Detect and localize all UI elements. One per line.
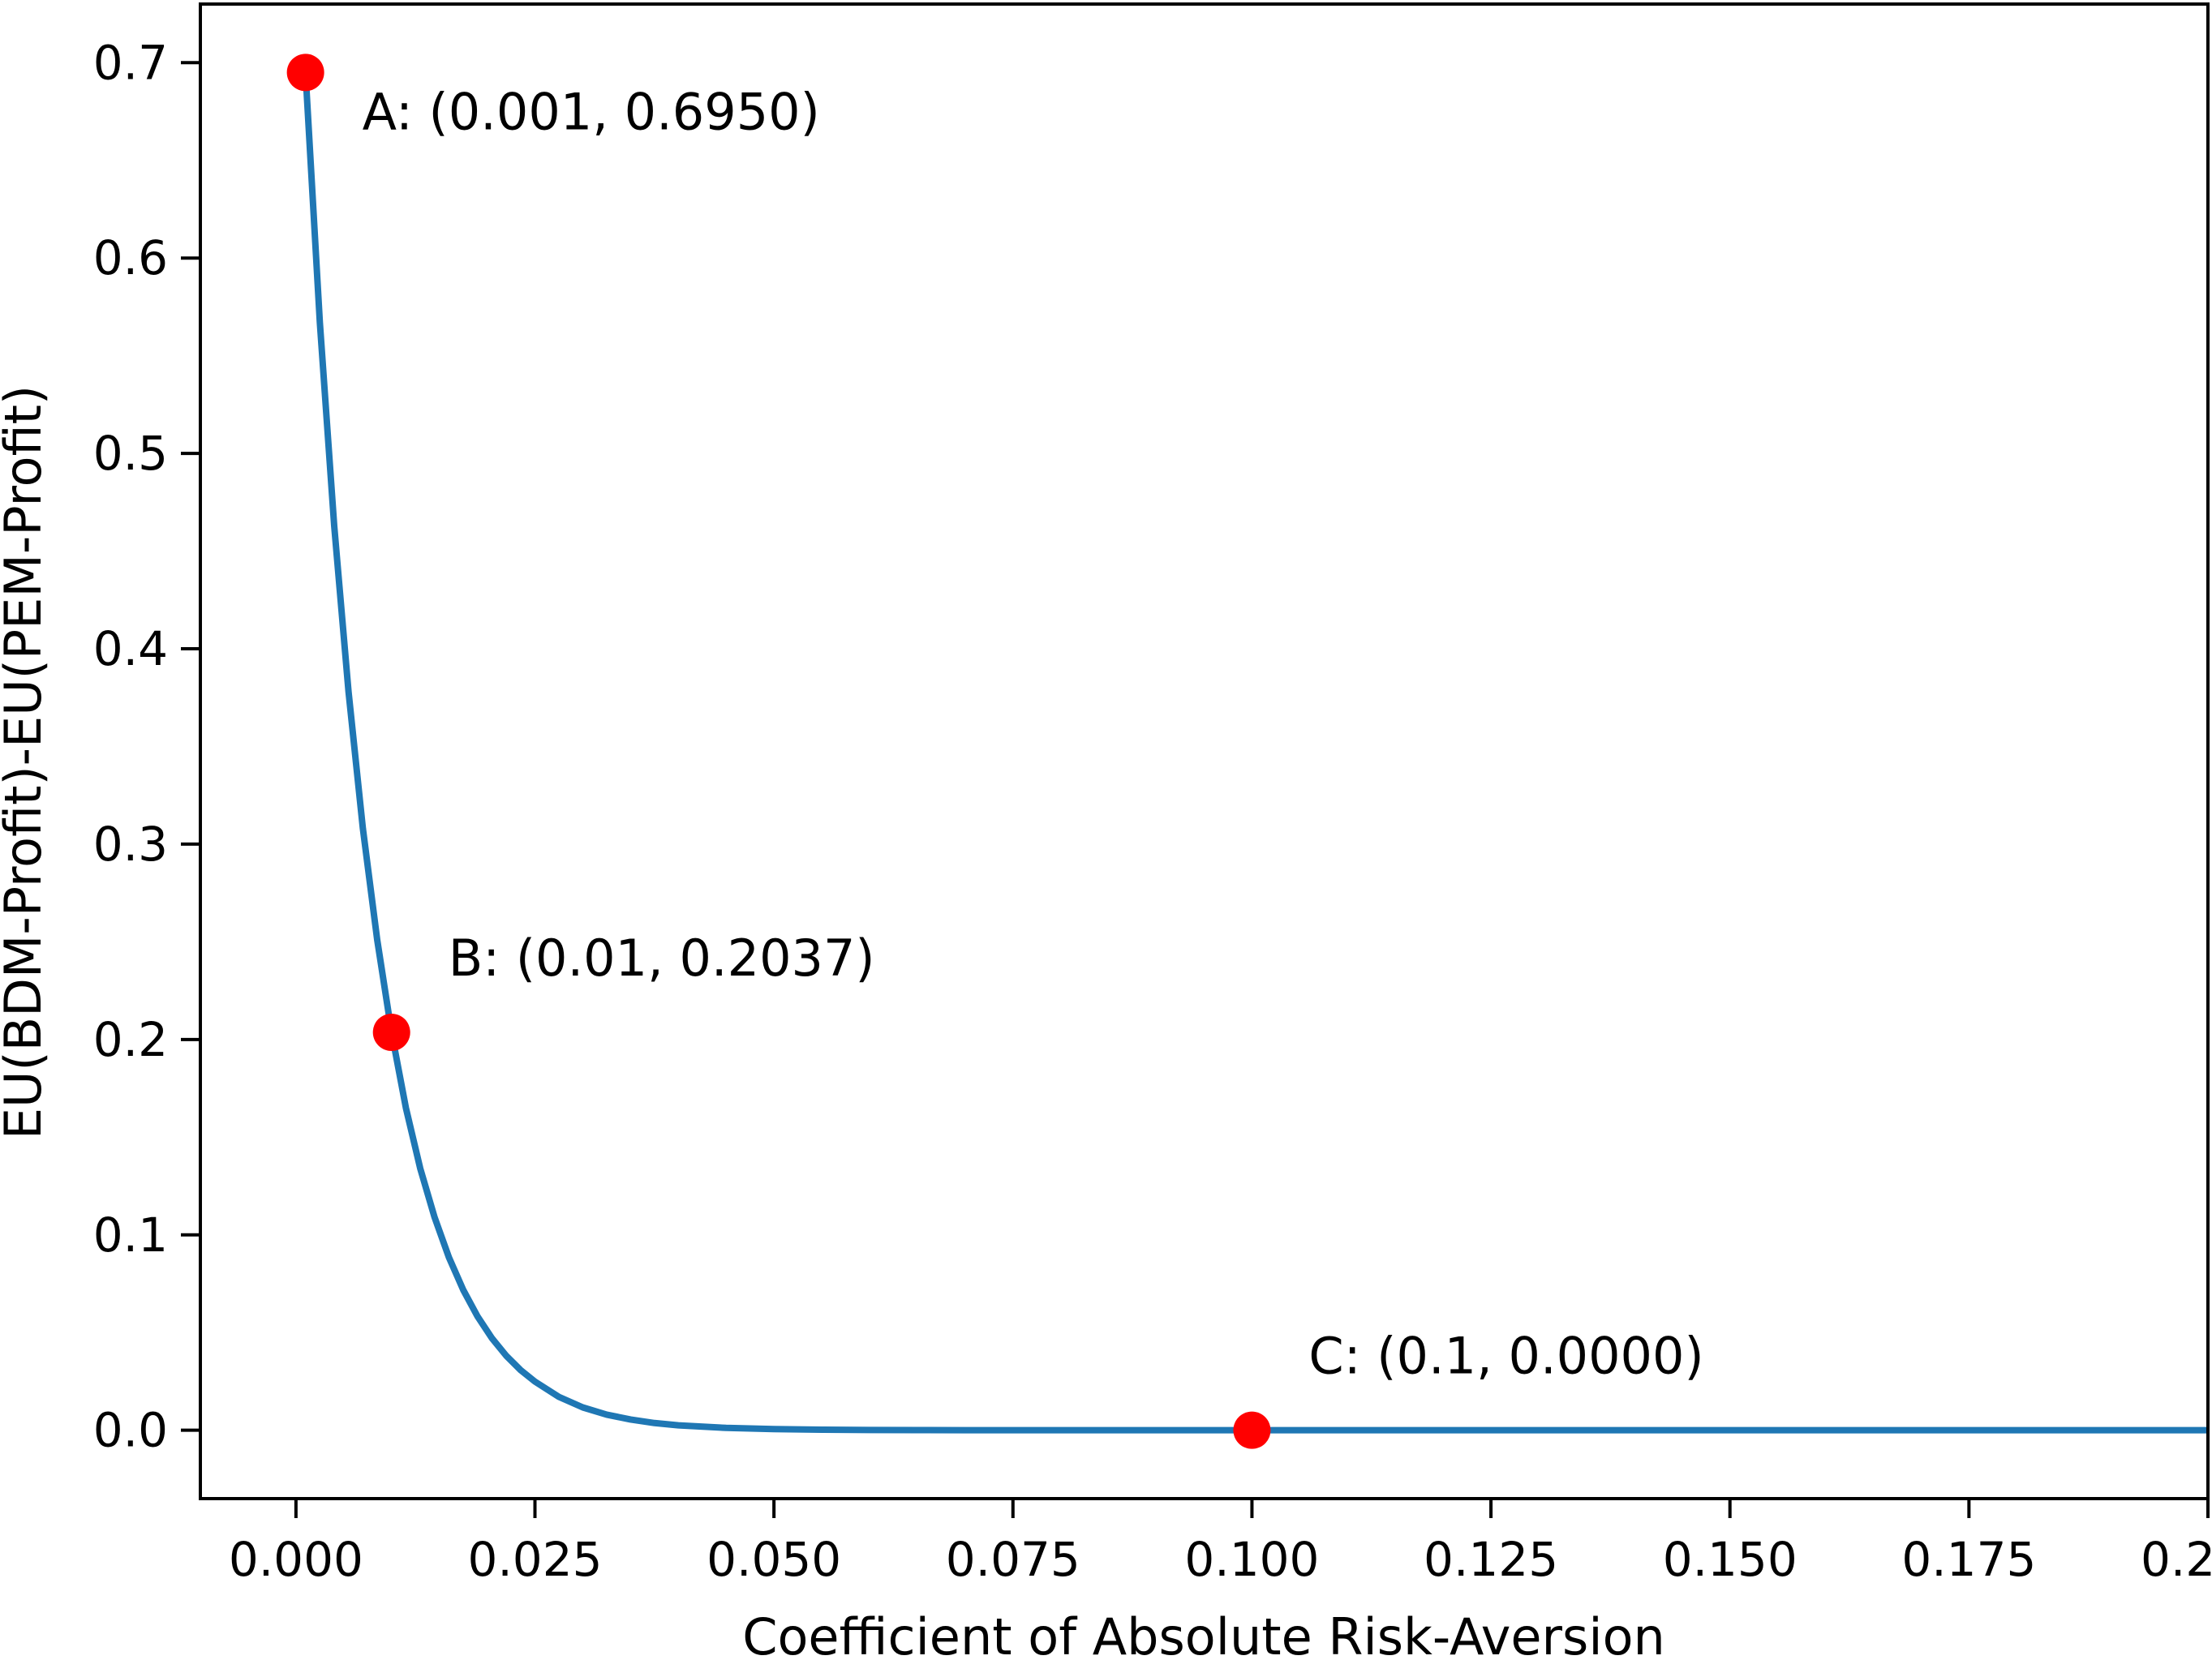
annotation-label-b: B: (0.01, 0.2037): [449, 929, 875, 988]
y-tick-label-0: 0.0: [93, 1403, 168, 1458]
x-tick-label-2: 0.050: [707, 1532, 841, 1587]
x-tick-label-0: 0.000: [229, 1532, 363, 1587]
x-tick-label-5: 0.125: [1424, 1532, 1558, 1587]
annotation-label-a: A: (0.001, 0.6950): [363, 82, 820, 141]
x-tick-label-3: 0.075: [946, 1532, 1080, 1587]
highlight-point-b: [372, 1013, 410, 1051]
y-tick-label-5: 0.5: [93, 426, 168, 481]
x-tick-label-8: 0.200: [2141, 1532, 2212, 1587]
y-tick-label-3: 0.3: [93, 817, 168, 872]
x-axis-ticks: 0.000 0.025 0.050 0.075 0.100 0.125 0.150 0.175…: [229, 1499, 2212, 1587]
x-tick-label-4: 0.100: [1184, 1532, 1319, 1587]
x-tick-label-7: 0.175: [1901, 1532, 2036, 1587]
highlight-points-layer: [286, 54, 1271, 1449]
y-tick-label-1: 0.1: [93, 1207, 168, 1263]
annotation-label-c: C: (0.1, 0.0000): [1308, 1327, 1703, 1386]
annotation-layer: A: (0.001, 0.6950) B: (0.01, 0.2037) C: (0…: [363, 82, 1704, 1385]
highlight-point-c: [1233, 1411, 1271, 1449]
y-axis-label: EU(BDM-Profit)-EU(PEM-Profit): [0, 385, 53, 1139]
plot-frame: [199, 2, 2210, 1500]
y-axis-ticks: 0.0 0.1 0.2 0.3 0.4 0.5 0.6 0.7: [93, 35, 200, 1458]
y-tick-label-2: 0.2: [93, 1012, 168, 1067]
x-tick-label-1: 0.025: [467, 1532, 602, 1587]
highlight-point-a: [286, 54, 324, 92]
y-tick-label-4: 0.4: [93, 621, 168, 676]
x-tick-label-6: 0.150: [1663, 1532, 1798, 1587]
y-tick-label-6: 0.6: [93, 230, 168, 285]
x-axis-label: Coefficient of Absolute Risk-Aversion: [742, 1607, 1665, 1660]
y-tick-label-7: 0.7: [93, 35, 168, 90]
